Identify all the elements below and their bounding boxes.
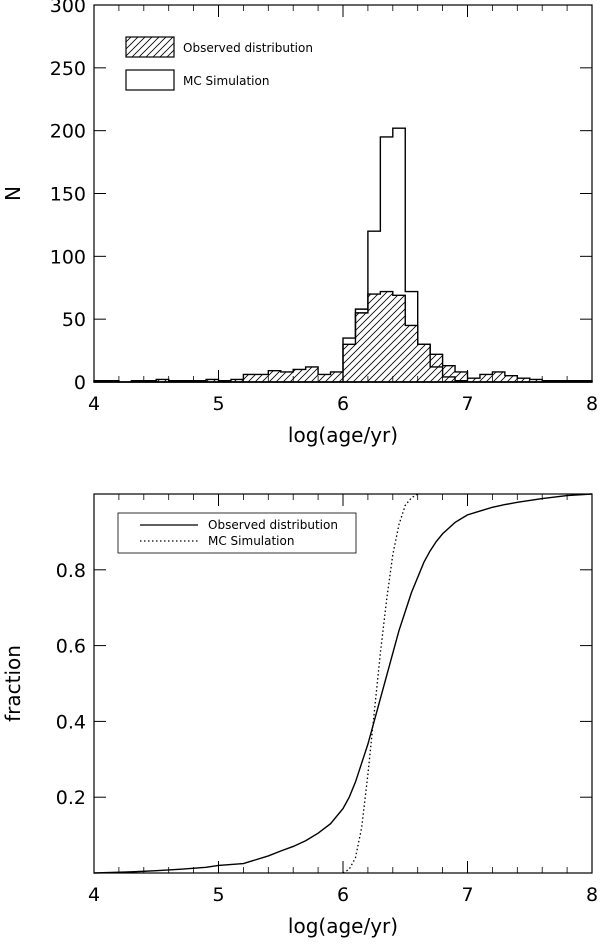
cumulative-fraction-chart: 4 5 6 7 8 0.2 0.4 0.6 0.8 log(age/yr) fraction Obse…	[1, 493, 598, 938]
x-tick-label: 5	[212, 393, 224, 415]
mc-simulation-histogram	[94, 127, 592, 383]
y-tick-label: 150	[50, 184, 86, 206]
x-tick-label: 7	[461, 393, 473, 415]
x-axis-label: log(age/yr)	[288, 914, 398, 938]
x-tick-label: 4	[88, 393, 100, 415]
legend-box	[117, 512, 357, 554]
x-tick-label: 6	[337, 884, 349, 906]
legend: Observed distribution MC Simulation	[125, 36, 313, 91]
y-tick-label: 0.4	[56, 711, 86, 733]
legend-label-simulation: MC Simulation	[183, 74, 269, 88]
legend-label-simulation: MC Simulation	[208, 534, 294, 548]
x-axis-label: log(age/yr)	[288, 423, 398, 447]
x-tick-label: 6	[337, 393, 349, 415]
y-tick-label: 250	[50, 58, 86, 80]
legend-swatch-simulation	[125, 69, 175, 91]
legend-label-observed: Observed distribution	[183, 41, 313, 55]
x-tick-label: 4	[88, 884, 100, 906]
y-tick-label: 0.2	[56, 787, 86, 809]
x-tick-label: 8	[586, 884, 598, 906]
y-tick-label: 0.8	[56, 560, 86, 582]
legend-swatch-observed	[125, 36, 175, 58]
legend-label-observed: Observed distribution	[208, 518, 338, 532]
plot-frame	[93, 4, 593, 383]
y-axis-label: fraction	[1, 645, 25, 722]
y-tick-label: 300	[50, 0, 86, 17]
y-tick-label: 50	[62, 309, 86, 331]
y-tick-label: 0.6	[56, 636, 86, 658]
y-tick-label: 100	[50, 246, 86, 268]
observed-cumulative-line	[93, 493, 593, 874]
legend: Observed distribution MC Simulation	[117, 512, 357, 554]
mc-simulation-cumulative-line	[342, 493, 419, 874]
y-tick-label: 0	[74, 372, 86, 394]
x-tick-label: 8	[586, 393, 598, 415]
y-tick-label: 200	[50, 121, 86, 143]
histogram-chart: 4 5 6 7 8 0 50 100 150 200 250 300 log(age/yr) N Obser…	[1, 0, 598, 447]
x-tick-label: 7	[461, 884, 473, 906]
y-axis-label: N	[1, 186, 25, 201]
x-tick-label: 5	[212, 884, 224, 906]
